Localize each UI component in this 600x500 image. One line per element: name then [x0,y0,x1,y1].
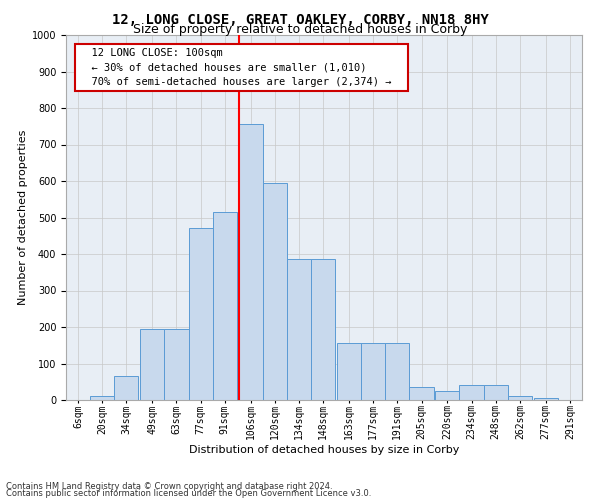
Bar [460,386,484,400]
Bar [263,183,287,400]
Bar [188,228,212,400]
Bar [239,124,263,400]
Bar [508,396,532,400]
Bar [311,260,335,400]
Bar [337,344,361,400]
Bar [90,396,115,400]
Text: 12, LONG CLOSE, GREAT OAKLEY, CORBY, NN18 8HY: 12, LONG CLOSE, GREAT OAKLEY, CORBY, NN1… [112,12,488,26]
Bar [287,260,311,400]
X-axis label: Distribution of detached houses by size in Corby: Distribution of detached houses by size … [189,445,459,455]
Bar [436,391,460,400]
Bar [140,329,164,400]
Bar [409,387,434,400]
Text: 12 LONG CLOSE: 100sqm
  ← 30% of detached houses are smaller (1,010)
  70% of se: 12 LONG CLOSE: 100sqm ← 30% of detached … [79,48,404,86]
Bar [164,329,188,400]
Text: Contains HM Land Registry data © Crown copyright and database right 2024.: Contains HM Land Registry data © Crown c… [6,482,332,491]
Bar [533,398,558,400]
Bar [484,386,508,400]
Bar [385,344,409,400]
Bar [361,344,385,400]
Bar [115,376,139,400]
Text: Size of property relative to detached houses in Corby: Size of property relative to detached ho… [133,22,467,36]
Bar [212,212,237,400]
Text: Contains public sector information licensed under the Open Government Licence v3: Contains public sector information licen… [6,489,371,498]
Y-axis label: Number of detached properties: Number of detached properties [17,130,28,305]
